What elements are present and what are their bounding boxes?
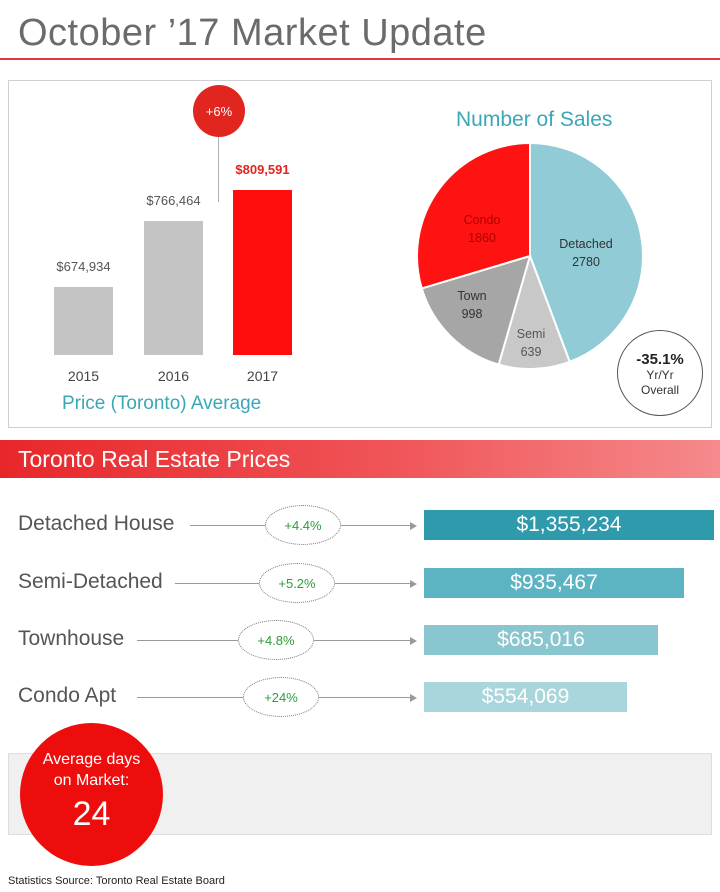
days-label-1: Average days xyxy=(42,751,141,768)
days-label-2: on Market: xyxy=(53,772,130,789)
pie-label-semi: Semi xyxy=(517,327,545,341)
price-row-label-condo-apt: Condo Apt xyxy=(18,684,117,707)
price-bar-2016 xyxy=(144,220,203,355)
arrow-right-icon xyxy=(410,693,417,702)
price-bar-year-2015: 2015 xyxy=(67,368,100,384)
yoy-change-label-1: Yr/Yr xyxy=(646,368,674,382)
price-chart-caption: Price (Toronto) Average xyxy=(62,393,262,414)
price-row-label-detached-house: Detached House xyxy=(18,512,175,535)
pie-slice-town xyxy=(420,254,532,366)
price-row-label-townhouse: Townhouse xyxy=(18,627,125,650)
price-bar-2015 xyxy=(54,286,113,355)
price-bar-label-2015: $674,934 xyxy=(56,258,111,274)
yoy-change-label-2: Overall xyxy=(640,383,679,397)
yoy-change-value: -35.1% xyxy=(636,351,684,368)
days-value: 24 xyxy=(72,795,111,833)
pie-slice-detached xyxy=(529,141,644,364)
growth-connector-line xyxy=(218,137,219,202)
pie-label-condo: Condo xyxy=(464,213,501,227)
pie-slice-condo xyxy=(416,141,531,290)
pie-slice-semi xyxy=(497,252,571,370)
price-bar-label-2017: $809,591 xyxy=(235,162,290,177)
page-title: October ’17 Market Update xyxy=(18,12,487,54)
top-chart-panel xyxy=(8,80,712,428)
section-title: Toronto Real Estate Prices xyxy=(18,446,291,472)
price-row-change-condo-apt: +24% xyxy=(243,677,319,717)
sales-chart-title: Number of Sales xyxy=(456,108,613,131)
pie-value-condo: 1860 xyxy=(468,231,496,245)
price-bar-2017 xyxy=(233,190,292,355)
price-bar-year-2016: 2016 xyxy=(157,368,190,384)
price-row-change-townhouse: +4.8% xyxy=(238,620,314,660)
source-note: Statistics Source: Toronto Real Estate B… xyxy=(8,875,225,887)
sales-pie-chart: Detached 2780 Semi 639 Town 998 Condo 1860 xyxy=(416,141,644,370)
price-bar-label-2016: $766,464 xyxy=(146,192,201,208)
title-divider xyxy=(0,58,720,60)
pie-value-town: 998 xyxy=(462,307,483,321)
price-row-bar-condo-apt: $554,069 xyxy=(424,682,627,712)
days-on-market-badge: Average days on Market: 24 xyxy=(20,723,163,866)
pie-value-detached: 2780 xyxy=(572,255,600,269)
price-row-change-detached-house: +4.4% xyxy=(265,505,341,545)
arrow-right-icon xyxy=(410,579,417,588)
section-header-band xyxy=(0,440,720,478)
price-row-change-semi-detached: +5.2% xyxy=(259,563,335,603)
growth-badge: +6% xyxy=(193,85,245,137)
arrow-right-icon xyxy=(410,636,417,645)
price-row-bar-semi-detached: $935,467 xyxy=(424,568,684,598)
price-bar-year-2017: 2017 xyxy=(246,368,279,384)
arrow-right-icon xyxy=(410,521,417,530)
pie-value-semi: 639 xyxy=(521,345,542,359)
pie-label-town: Town xyxy=(457,289,486,303)
price-row-label-semi-detached: Semi-Detached xyxy=(18,570,163,593)
yoy-change-badge: -35.1% Yr/Yr Overall xyxy=(617,330,703,416)
price-row-bar-townhouse: $685,016 xyxy=(424,625,658,655)
pie-label-detached: Detached xyxy=(559,237,613,251)
price-row-bar-detached-house: $1,355,234 xyxy=(424,510,714,540)
